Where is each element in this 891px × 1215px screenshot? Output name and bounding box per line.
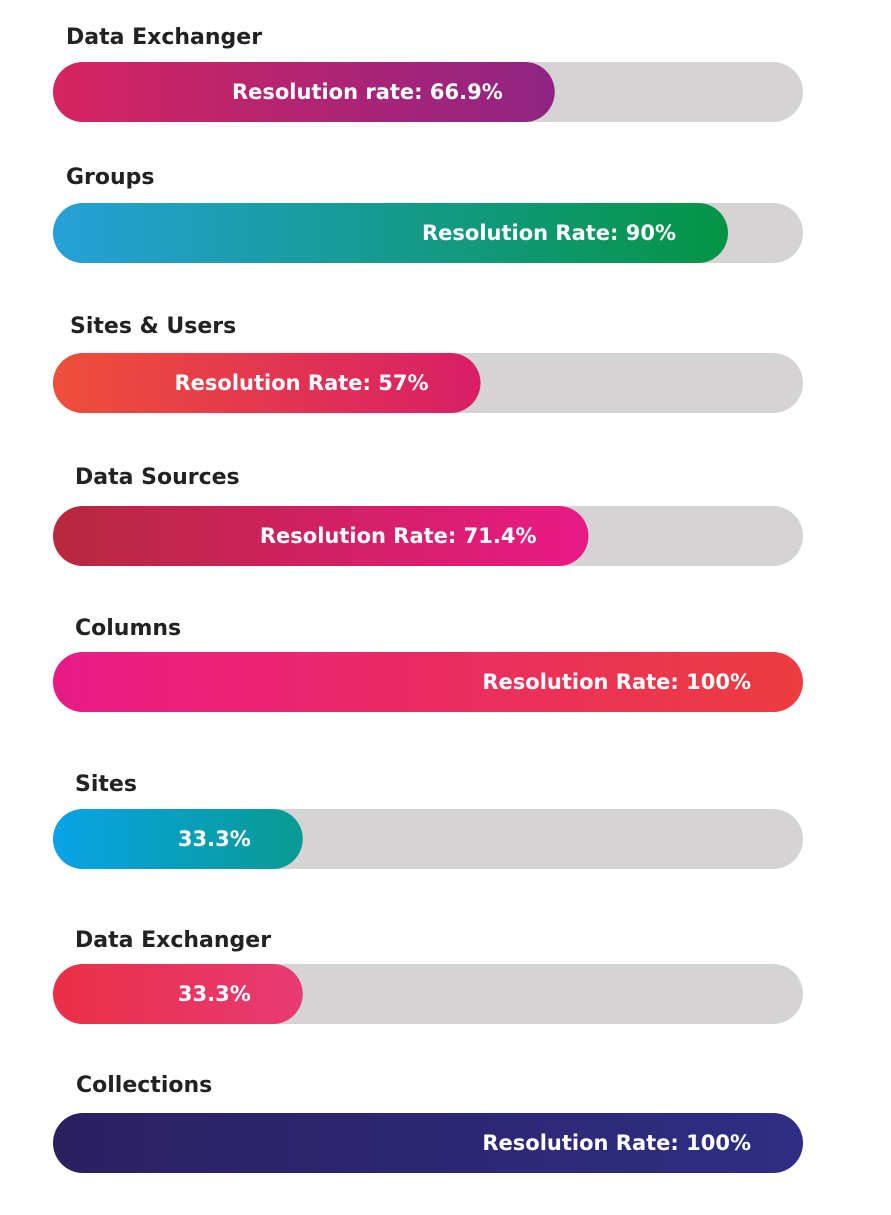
bar-group: Sites 33.3% [53, 772, 803, 869]
bar-group: Columns Resolution Rate: 100% [53, 616, 803, 712]
bar [53, 506, 589, 566]
category-label: Columns [75, 616, 181, 641]
category-label: Groups [66, 165, 155, 190]
bar [53, 809, 303, 869]
category-label: Sites [75, 772, 137, 797]
category-label: Sites & Users [70, 314, 236, 339]
category-label: Data Exchanger [66, 25, 262, 50]
bar-group: Collections Resolution Rate: 100% [53, 1073, 803, 1173]
bar [53, 964, 303, 1024]
data-label: 33.3% [178, 827, 251, 851]
data-label: Resolution Rate: 57% [174, 371, 428, 395]
bar [53, 353, 481, 413]
bar [53, 203, 728, 263]
bar [53, 652, 803, 712]
category-label: Data Exchanger [75, 928, 271, 953]
data-label: Resolution Rate: 71.4% [260, 524, 537, 548]
data-label: Resolution rate: 66.9% [232, 80, 503, 104]
bar [53, 62, 555, 122]
data-label: Resolution Rate: 90% [422, 221, 676, 245]
data-label: Resolution Rate: 100% [482, 670, 751, 694]
bar-group: Data Exchanger Resolution rate: 66.9% [53, 25, 803, 122]
category-label: Collections [76, 1073, 212, 1098]
bar [53, 1113, 803, 1173]
bars-layer: Data Exchanger Resolution rate: 66.9% Grou… [53, 25, 803, 1173]
bar-group: Data Sources Resolution Rate: 71.4% [53, 465, 803, 566]
bar-group: Groups Resolution Rate: 90% [53, 165, 803, 263]
bar-group: Sites & Users Resolution Rate: 57% [53, 314, 803, 413]
data-label: Resolution Rate: 100% [482, 1131, 751, 1155]
data-label: 33.3% [178, 982, 251, 1006]
category-label: Data Sources [75, 465, 240, 490]
bar-group: Data Exchanger 33.3% [53, 928, 803, 1024]
